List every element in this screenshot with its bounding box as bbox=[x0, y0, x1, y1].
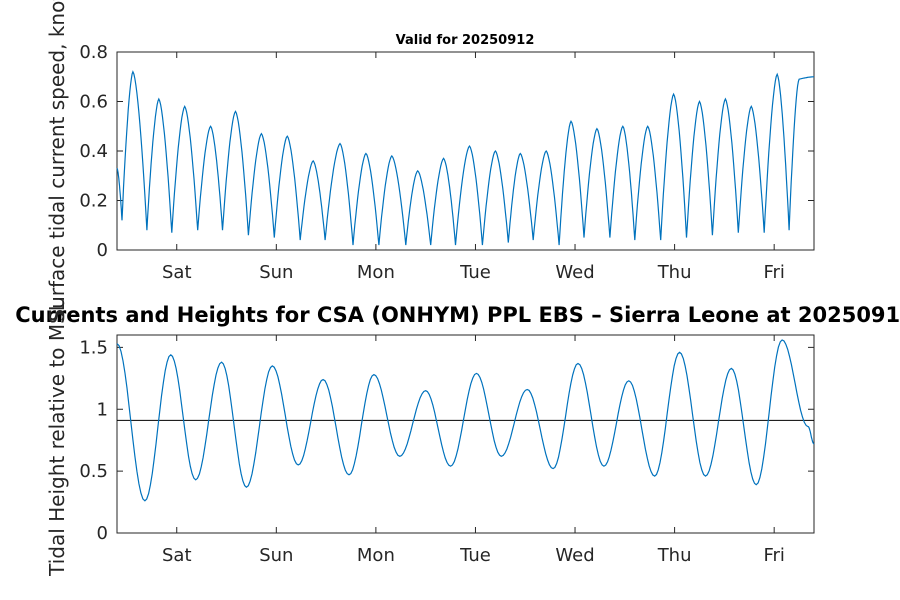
height-xtick-label: Thu bbox=[657, 545, 692, 566]
speed-series-line bbox=[116, 70, 814, 246]
speed-ytick-label: 0.2 bbox=[79, 191, 108, 212]
height-plot-area bbox=[116, 334, 815, 534]
tidal-height-chart: 0 0.5 1 1.5 Sat Sun Mon Tue Wed Thu Fri bbox=[79, 334, 815, 566]
speed-xtick-label: Sun bbox=[259, 262, 293, 283]
tidal-height-chart-title: Currents and Heights for CSA (ONHYM) PPL… bbox=[15, 303, 900, 327]
height-ytick-label: 1 bbox=[97, 399, 108, 420]
speed-xtick-label: Mon bbox=[357, 262, 395, 283]
speed-plot-area bbox=[116, 51, 815, 251]
current-speed-chart-ylabel: Surface tidal current speed, knots bbox=[45, 0, 69, 322]
height-xtick-label: Wed bbox=[555, 545, 594, 566]
speed-ytick-label: 0.6 bbox=[79, 92, 108, 113]
height-xtick-label: Sun bbox=[259, 545, 293, 566]
speed-xtick-label: Sat bbox=[162, 262, 192, 283]
current-speed-chart-title: Valid for 20250912 bbox=[396, 33, 535, 48]
speed-ytick-label: 0.8 bbox=[79, 42, 108, 63]
current-speed-chart: 0 0.2 0.4 0.6 0.8 Sat Sun Mon Tue Wed Thu Fri bbox=[79, 42, 815, 283]
height-xtick-label: Fri bbox=[763, 545, 784, 566]
height-xtick-label: Tue bbox=[459, 545, 491, 566]
speed-xtick-label: Fri bbox=[763, 262, 784, 283]
height-ytick-label: 1.5 bbox=[79, 337, 108, 358]
speed-xtick-label: Thu bbox=[657, 262, 692, 283]
height-series-line bbox=[116, 339, 815, 502]
speed-xtick-label: Tue bbox=[459, 262, 491, 283]
speed-xtick-label: Wed bbox=[555, 262, 594, 283]
height-xtick-label: Sat bbox=[162, 545, 192, 566]
height-xtick-label: Mon bbox=[357, 545, 395, 566]
speed-ytick-label: 0.4 bbox=[79, 141, 108, 162]
height-ytick-label: 0.5 bbox=[79, 461, 108, 482]
height-ytick-label: 0 bbox=[97, 523, 108, 544]
tidal-height-chart-ylabel: Tidal Height relative to MSL bbox=[45, 299, 69, 577]
speed-ytick-label: 0 bbox=[97, 240, 108, 261]
